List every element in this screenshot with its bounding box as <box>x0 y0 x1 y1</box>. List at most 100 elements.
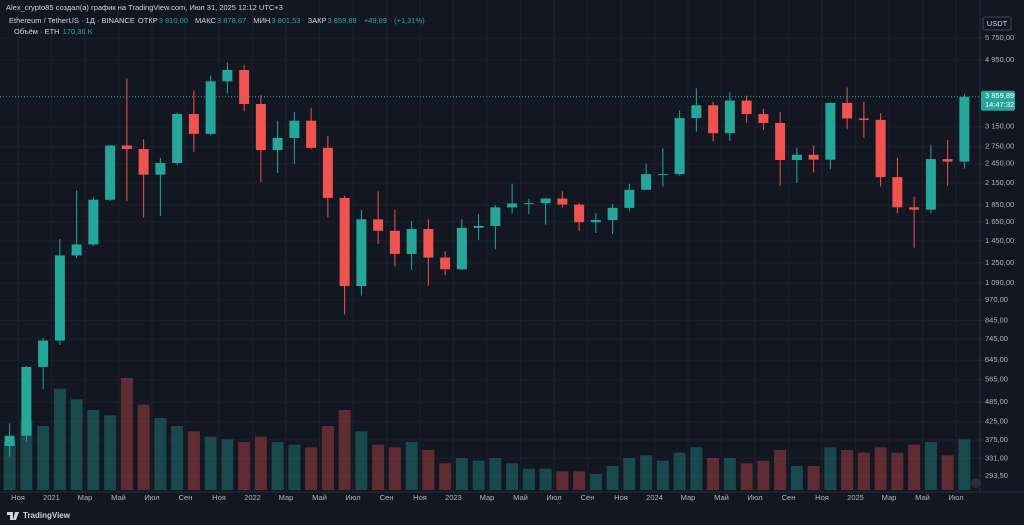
candle-body <box>138 149 149 175</box>
volume-bar <box>539 468 552 490</box>
x-tick-label: Июл <box>948 493 963 502</box>
volume-bar <box>556 471 569 490</box>
volume-bar <box>707 458 720 490</box>
y-tick-label: 5 750,00 <box>985 33 1014 42</box>
change-pct: (+1,31%) <box>394 16 425 25</box>
x-tick-label: 2021 <box>43 493 60 502</box>
candle-body <box>373 219 384 231</box>
candle-body <box>523 203 534 205</box>
x-tick-label: 2022 <box>244 493 261 502</box>
y-tick-label: 1 090,00 <box>985 278 1014 287</box>
time-axis: Ноя 2021 Мар Май Июл Сен Ноя 2022 Мар Май Июл Сен Но… <box>11 493 963 502</box>
candle-body <box>775 122 786 160</box>
volume-bar <box>656 460 669 490</box>
volume-bar <box>774 450 787 490</box>
y-tick-label: 375,00 <box>985 435 1008 444</box>
volume-bar <box>37 426 50 490</box>
candle-body <box>490 207 501 226</box>
volume-bar <box>53 388 66 490</box>
candle-body <box>272 137 283 151</box>
volume-bar <box>958 439 971 490</box>
volume-bar <box>254 436 267 490</box>
candle-body <box>322 147 333 198</box>
y-tick-label: 485,00 <box>985 397 1008 406</box>
candle-body <box>842 102 853 119</box>
y-tick-label: 1 850,00 <box>985 200 1014 209</box>
volume-bar <box>372 444 385 490</box>
x-tick-label: Июл <box>546 493 561 502</box>
candle-body <box>356 219 367 287</box>
x-tick-label: Июл <box>345 493 360 502</box>
candle-body <box>574 204 585 223</box>
volume-label: Объём · ETH <box>14 27 60 36</box>
change: +49,89 <box>364 16 387 25</box>
candle-body <box>708 105 719 134</box>
volume-legend: Объём · ETH 170,36 K <box>14 27 93 36</box>
volume-bar <box>673 452 686 490</box>
y-tick-label: 425,00 <box>985 417 1008 426</box>
candle-body <box>188 114 199 134</box>
volume-bar <box>70 399 83 490</box>
x-tick-label: Мар <box>681 493 696 502</box>
volume-bar <box>271 442 284 490</box>
candle-body <box>406 229 417 254</box>
legend: Ethereum / TetherUS · 1Д · BINANCE ОТКР3… <box>9 16 425 25</box>
candle-body <box>892 177 903 208</box>
y-tick-label: 970,00 <box>985 295 1008 304</box>
y-tick-label: 1 450,00 <box>985 236 1014 245</box>
x-tick-label: Мар <box>882 493 897 502</box>
candle-body <box>925 159 936 210</box>
x-tick-label: Мар <box>480 493 495 502</box>
volume-bar <box>355 431 368 490</box>
volume-bar <box>941 455 954 490</box>
y-tick-label: 331,00 <box>985 453 1008 462</box>
candle-body <box>724 100 735 134</box>
volume-bar <box>640 455 653 490</box>
candle-body <box>507 203 518 208</box>
volume-bar <box>3 442 16 490</box>
author-line: Alex_crypto85 создал(а) график на Tradin… <box>6 3 283 12</box>
volume-bar <box>874 447 887 490</box>
y-tick-label: 845,00 <box>985 315 1008 324</box>
candle-body <box>590 220 601 223</box>
volume-bar <box>238 442 251 490</box>
candles <box>0 62 980 457</box>
volume-bar <box>522 468 535 490</box>
logo-icon <box>7 512 19 520</box>
x-tick-label: Мар <box>279 493 294 502</box>
x-tick-label: Ноя <box>11 493 25 502</box>
volume-bar <box>405 442 418 490</box>
countdown: 14:47:32 <box>985 100 1014 109</box>
footer <box>0 505 1024 525</box>
close-value: 3 859,89 <box>328 16 357 25</box>
candle-body <box>758 114 769 123</box>
low-label: МИН <box>253 16 270 25</box>
volume-bar <box>120 378 133 490</box>
candle-body <box>942 159 953 162</box>
price-axis: 5 750,00 4 950,00 3 150,00 2 750,00 2 450,00… <box>980 33 1015 480</box>
candle-body <box>657 174 668 176</box>
volume-bar <box>187 431 200 490</box>
settings-icon[interactable] <box>971 478 981 488</box>
volume-bar <box>422 450 435 490</box>
open-value: 3 810,00 <box>159 16 188 25</box>
currency-box[interactable] <box>982 16 1012 31</box>
volume-bar <box>439 463 452 490</box>
x-tick-label: Май <box>513 493 528 502</box>
candle-body <box>473 225 484 228</box>
currency[interactable]: USDT <box>987 19 1008 28</box>
volume-bar <box>623 458 636 490</box>
candle-body <box>423 229 434 258</box>
candle-body <box>88 199 99 245</box>
y-tick-label: 2 150,00 <box>985 178 1014 187</box>
volume-bar <box>807 466 820 490</box>
candle-body <box>389 230 400 254</box>
candle-body <box>875 119 886 178</box>
y-tick-label: 745,00 <box>985 334 1008 343</box>
volume-bar <box>891 452 904 490</box>
brand: TradingView <box>23 511 71 520</box>
candle-body <box>825 102 836 160</box>
volume-bar <box>790 466 803 490</box>
volume-bar <box>87 410 100 490</box>
candle-body <box>38 340 49 367</box>
